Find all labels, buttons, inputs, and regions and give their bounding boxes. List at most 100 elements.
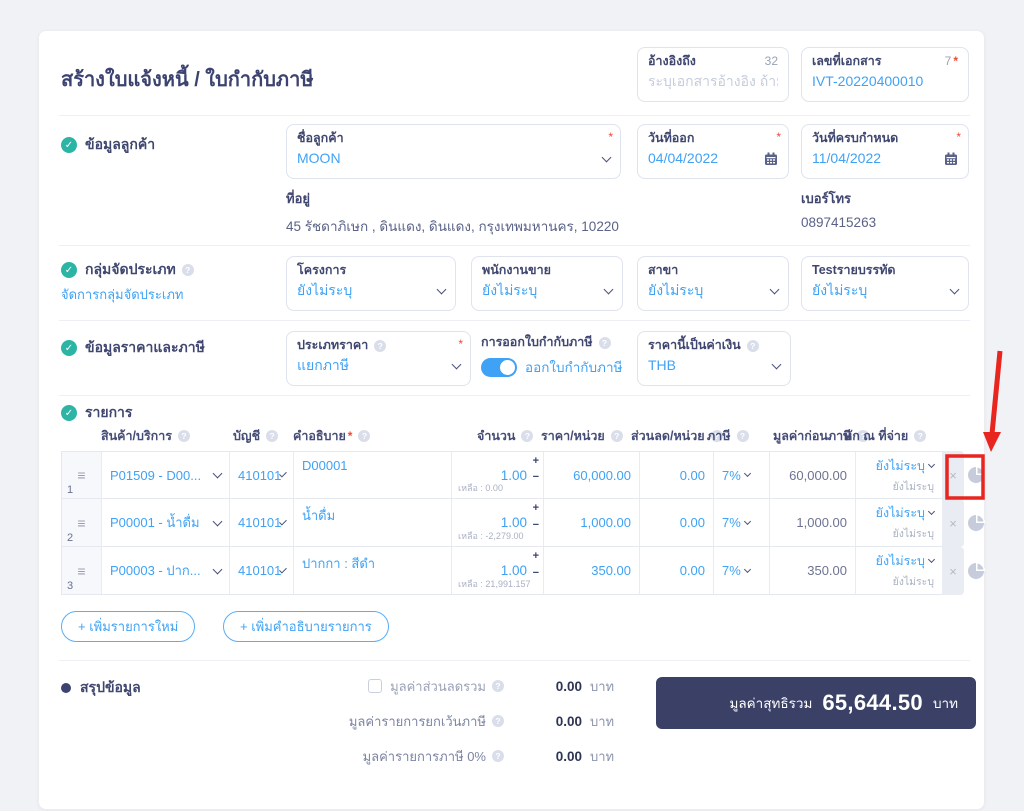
help-icon[interactable]: ? [177, 430, 190, 442]
drag-handle[interactable]: ≡ 1 [62, 452, 102, 498]
col-withholding: หัก ณ ที่จ่าย [844, 429, 909, 443]
withholding-select[interactable]: ยังไม่ระบุ ยังไม่ระบุ [856, 452, 944, 498]
account-select[interactable]: 410101 [230, 452, 294, 498]
reference-input[interactable] [648, 73, 778, 89]
due-date-field[interactable]: * วันที่ครบกำหนด 11/04/2022 [801, 124, 969, 179]
test-line-select[interactable]: Testรายบรรทัด ยังไม่ระบุ [801, 256, 969, 311]
document-number-value: IVT-20220400010 [812, 73, 924, 89]
allocation-pie-button[interactable] [967, 514, 985, 532]
delete-row-button[interactable]: × [942, 451, 964, 499]
description-input[interactable]: น้ำดื่ม [294, 499, 452, 546]
document-number-field[interactable]: เลขที่เอกสาร 7 * IVT-20220400010 [801, 47, 969, 102]
increment-icon[interactable]: + [532, 502, 539, 514]
project-select[interactable]: โครงการ ยังไม่ระบุ [286, 256, 456, 311]
help-icon[interactable]: ? [746, 339, 759, 352]
customer-name-value: MOON [297, 150, 341, 166]
classification-section-title: กลุ่มจัดประเภท [85, 261, 176, 277]
increment-icon[interactable]: + [532, 455, 539, 467]
description-value: ปากกา : สีดำ [302, 556, 376, 571]
discount-input[interactable]: 0.00 [640, 499, 714, 546]
summary-section: สรุปข้อมูล มูลค่าส่วนลดรวม? 0.00 บาท มูล… [39, 661, 986, 811]
chevron-down-icon [436, 284, 447, 294]
manage-classification-link[interactable]: จัดการกลุ่มจัดประเภท [61, 287, 184, 302]
unit-price-input[interactable]: 350.00 [544, 547, 640, 594]
allocation-pie-button[interactable] [967, 466, 985, 484]
account-select[interactable]: 410101 [230, 547, 294, 594]
help-icon[interactable]: ? [736, 430, 749, 442]
help-icon[interactable]: ? [710, 430, 723, 442]
allocation-pie-button[interactable] [967, 562, 985, 580]
increment-icon[interactable]: + [532, 550, 539, 562]
tax-select[interactable]: 7% [714, 499, 770, 546]
help-icon[interactable]: ? [266, 430, 279, 442]
product-select[interactable]: P01509 - D00... [102, 452, 230, 498]
decrement-icon[interactable]: − [532, 567, 539, 579]
account-value: 410101 [238, 515, 282, 530]
product-select[interactable]: P00003 - ปาก... [102, 547, 230, 594]
chevron-down-icon [927, 460, 936, 468]
pretax-value: 60,000.00 [789, 467, 847, 483]
discount-input[interactable]: 0.00 [640, 452, 714, 498]
decrement-icon[interactable]: − [532, 519, 539, 531]
help-icon[interactable]: ? [610, 430, 623, 442]
col-pretax: มูลค่าก่อนภาษี [773, 429, 852, 443]
items-section: ✓ รายการ สินค้า/บริการ? บัญชี? คำอธิบาย *… [39, 396, 986, 661]
branch-select[interactable]: สาขา ยังไม่ระบุ [637, 256, 789, 311]
product-select[interactable]: P00001 - น้ำดื่ม [102, 499, 230, 546]
tax-select[interactable]: 7% [714, 452, 770, 498]
help-icon[interactable]: ? [914, 430, 927, 442]
price-type-select[interactable]: * ประเภทราคา ? แยกภาษี [286, 331, 471, 386]
description-input[interactable]: D00001 [294, 452, 452, 498]
quantity-stepper[interactable]: 1.00 + − เหลือ : 0.00 [452, 452, 544, 498]
delete-row-button[interactable]: × [942, 499, 964, 547]
help-icon[interactable]: ? [492, 715, 504, 727]
help-icon[interactable]: ? [492, 680, 504, 692]
help-icon[interactable]: ? [492, 750, 504, 762]
quantity-stepper[interactable]: 1.00 + − เหลือ : -2,279.00 [452, 499, 544, 546]
currency-select[interactable]: ราคานี้เป็นค่าเงิน ? THB [637, 331, 791, 386]
summary-exempt-value: 0.00 [555, 713, 582, 729]
summary-discount-value: 0.00 [555, 678, 582, 694]
salesperson-select[interactable]: พนักงานขาย ยังไม่ระบุ [471, 256, 623, 311]
tax-invoice-toggle[interactable] [481, 357, 517, 377]
withholding-value: ยังไม่ระบุ [875, 554, 925, 568]
bullet-icon [61, 683, 71, 693]
add-item-button[interactable]: + เพิ่มรายการใหม่ [61, 611, 196, 642]
help-icon[interactable]: ? [521, 430, 534, 442]
help-icon[interactable]: ? [857, 430, 870, 442]
withholding-select[interactable]: ยังไม่ระบุ ยังไม่ระบุ [856, 499, 944, 546]
total-discount-checkbox[interactable] [368, 679, 383, 693]
account-select[interactable]: 410101 [230, 499, 294, 546]
reference-field[interactable]: อ้างอิงถึง 32 [637, 47, 789, 102]
section-divider [59, 115, 970, 116]
reference-counter: 32 [764, 54, 778, 68]
help-icon[interactable]: ? [358, 430, 371, 442]
help-icon[interactable]: ? [181, 264, 194, 276]
add-description-button[interactable]: + เพิ่มคำอธิบายรายการ [223, 611, 389, 642]
delete-row-button[interactable]: × [942, 547, 964, 595]
issue-date-field[interactable]: * วันที่ออก 04/04/2022 [637, 124, 789, 179]
calendar-icon[interactable] [944, 152, 958, 166]
description-value: D00001 [302, 458, 348, 473]
quantity-stepper[interactable]: 1.00 + − เหลือ : 21,991.157 [452, 547, 544, 594]
document-number-label: เลขที่เอกสาร [812, 54, 882, 68]
withholding-sub: ยังไม่ระบุ [892, 576, 934, 588]
customer-section-title: ข้อมูลลูกค้า [85, 136, 156, 152]
customer-name-select[interactable]: * ชื่อลูกค้า MOON [286, 124, 621, 179]
calendar-icon[interactable] [764, 152, 778, 166]
required-asterisk: * [776, 130, 781, 144]
section-divider [59, 320, 970, 321]
tax-select[interactable]: 7% [714, 547, 770, 594]
discount-input[interactable]: 0.00 [640, 547, 714, 594]
help-icon[interactable]: ? [374, 339, 387, 352]
drag-handle-icon: ≡ [77, 467, 86, 483]
help-icon[interactable]: ? [598, 336, 611, 349]
decrement-icon[interactable]: − [532, 471, 539, 483]
drag-handle[interactable]: ≡ 3 [62, 547, 102, 594]
withholding-select[interactable]: ยังไม่ระบุ ยังไม่ระบุ [856, 547, 944, 594]
unit-price-input[interactable]: 1,000.00 [544, 499, 640, 546]
chevron-down-icon [949, 284, 960, 294]
description-input[interactable]: ปากกา : สีดำ [294, 547, 452, 594]
unit-price-input[interactable]: 60,000.00 [544, 452, 640, 498]
drag-handle[interactable]: ≡ 2 [62, 499, 102, 546]
